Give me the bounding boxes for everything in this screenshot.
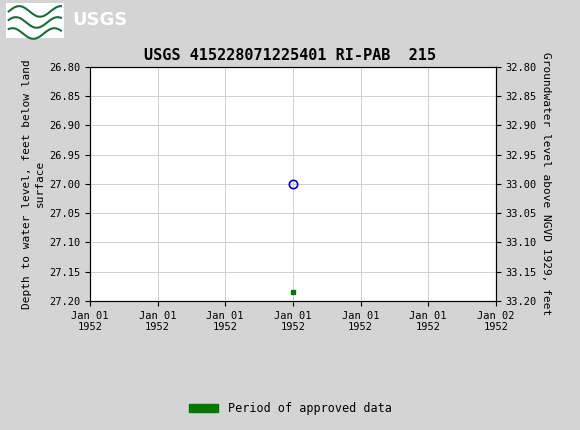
Text: USGS: USGS bbox=[72, 12, 128, 29]
Y-axis label: Groundwater level above NGVD 1929, feet: Groundwater level above NGVD 1929, feet bbox=[541, 52, 551, 316]
FancyBboxPatch shape bbox=[6, 3, 64, 37]
Legend: Period of approved data: Period of approved data bbox=[184, 397, 396, 420]
Y-axis label: Depth to water level, feet below land
surface: Depth to water level, feet below land su… bbox=[21, 59, 45, 309]
Text: USGS 415228071225401 RI-PAB  215: USGS 415228071225401 RI-PAB 215 bbox=[144, 48, 436, 63]
